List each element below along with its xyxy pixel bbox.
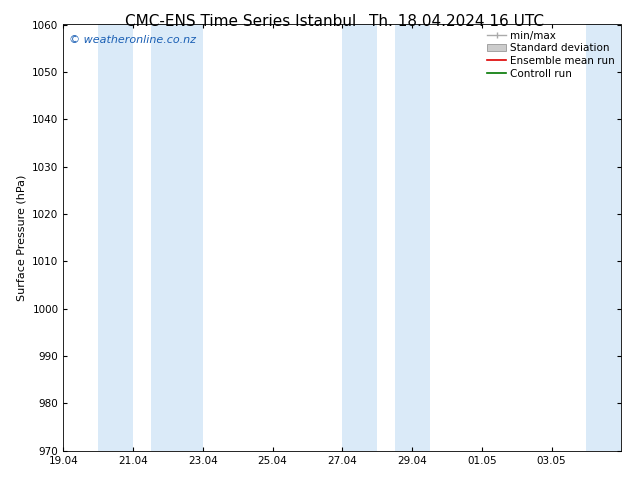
Text: Th. 18.04.2024 16 UTC: Th. 18.04.2024 16 UTC [369, 14, 544, 29]
Bar [586, 24, 621, 451]
Bar [394, 24, 429, 451]
Legend: min/max, Standard deviation, Ensemble mean run, Controll run: min/max, Standard deviation, Ensemble me… [483, 26, 619, 83]
Bar [150, 24, 203, 451]
Text: © weatheronline.co.nz: © weatheronline.co.nz [69, 35, 196, 45]
Bar [342, 24, 377, 451]
Text: CMC-ENS Time Series Istanbul: CMC-ENS Time Series Istanbul [126, 14, 356, 29]
Y-axis label: Surface Pressure (hPa): Surface Pressure (hPa) [16, 174, 27, 301]
Bar [98, 24, 133, 451]
